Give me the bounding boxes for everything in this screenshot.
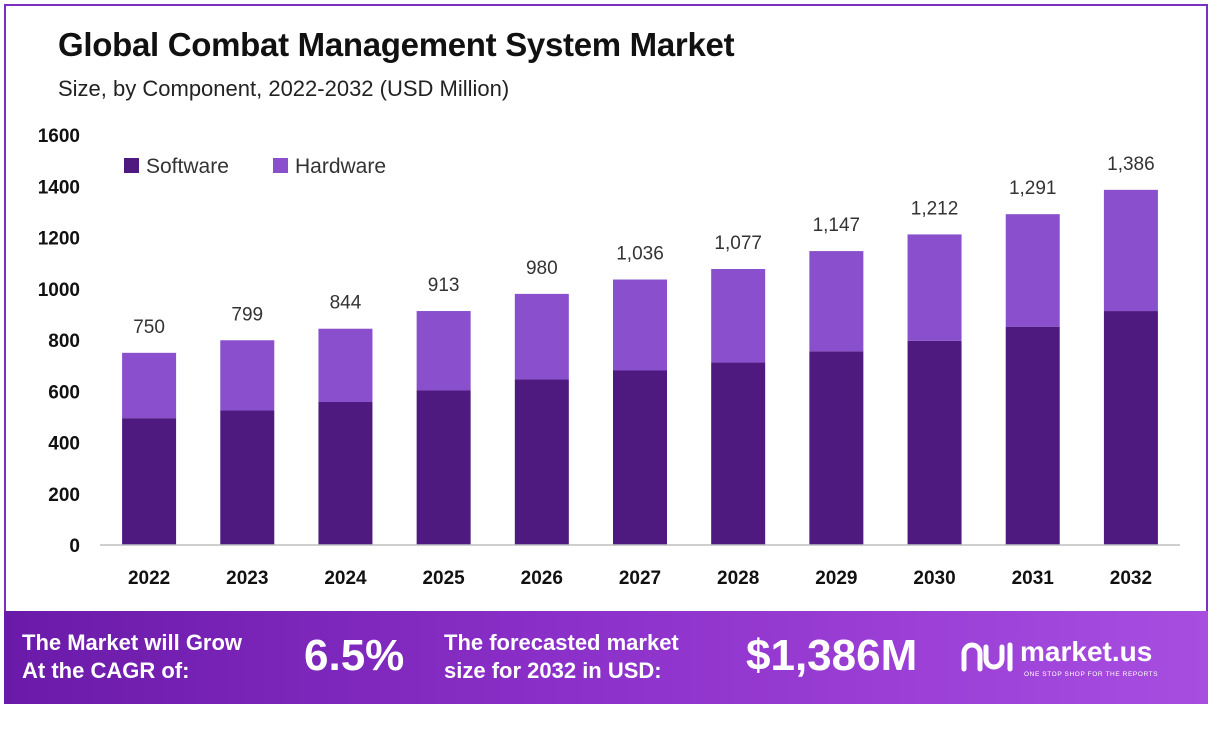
cagr-label-line2: At the CAGR of: xyxy=(22,658,190,683)
y-tick-label: 600 xyxy=(48,382,80,403)
logo-tagline: ONE STOP SHOP FOR THE REPORTS xyxy=(1024,671,1159,678)
total-label-2027: 1,036 xyxy=(616,244,664,265)
x-tick-label: 2029 xyxy=(815,568,857,589)
y-tick-label: 1200 xyxy=(38,229,80,250)
forecast-value: $1,386M xyxy=(746,631,918,680)
bar-software-2030 xyxy=(907,340,962,545)
x-tick-label: 2027 xyxy=(619,568,661,589)
bar-hardware-2031 xyxy=(1005,214,1060,327)
total-label-2026: 980 xyxy=(526,258,558,279)
cagr-label-line1: The Market will Grow xyxy=(22,630,243,655)
bar-hardware-2024 xyxy=(318,328,373,403)
y-tick-label: 200 xyxy=(48,485,80,506)
x-tick-label: 2028 xyxy=(717,568,759,589)
bar-software-2023 xyxy=(220,410,275,545)
bar-hardware-2029 xyxy=(809,251,864,352)
bar-software-2025 xyxy=(416,390,471,545)
y-tick-label: 1600 xyxy=(38,126,80,147)
x-tick-label: 2022 xyxy=(128,568,170,589)
cagr-value: 6.5% xyxy=(304,631,405,680)
total-label-2025: 913 xyxy=(428,275,460,296)
x-tick-label: 2023 xyxy=(226,568,268,589)
legend-swatch-software xyxy=(124,158,139,173)
x-tick-label: 2032 xyxy=(1110,568,1152,589)
total-label-2029: 1,147 xyxy=(813,215,861,236)
y-tick-label: 800 xyxy=(48,331,80,352)
cagr-label: The Market will Grow At the CAGR of: xyxy=(22,629,242,685)
bar-hardware-2022 xyxy=(122,352,177,419)
bar-hardware-2028 xyxy=(711,269,766,363)
forecast-label: The forecasted market size for 2032 in U… xyxy=(444,629,679,685)
bar-software-2027 xyxy=(613,370,667,545)
forecast-label-line2: size for 2032 in USD: xyxy=(444,658,662,683)
chart-subtitle: Size, by Component, 2022-2032 (USD Milli… xyxy=(58,76,510,101)
legend-label-software: Software xyxy=(146,155,229,178)
market-us-logo-icon xyxy=(961,642,1013,672)
x-tick-label: 2030 xyxy=(913,568,955,589)
y-tick-label: 1400 xyxy=(38,177,80,198)
total-label-2023: 799 xyxy=(231,304,263,325)
total-label-2031: 1,291 xyxy=(1009,178,1057,199)
total-label-2022: 750 xyxy=(133,317,165,338)
bar-software-2031 xyxy=(1005,326,1060,545)
x-tick-label: 2026 xyxy=(521,568,563,589)
y-tick-label: 0 xyxy=(69,536,80,557)
y-tick-label: 400 xyxy=(48,434,80,455)
bar-software-2032 xyxy=(1103,311,1158,545)
x-tick-label: 2024 xyxy=(324,568,367,589)
total-label-2030: 1,212 xyxy=(911,198,959,219)
bar-hardware-2030 xyxy=(907,234,962,341)
total-label-2032: 1,386 xyxy=(1107,154,1155,175)
total-label-2028: 1,077 xyxy=(714,233,762,254)
bar-software-2029 xyxy=(809,351,864,545)
bar-hardware-2025 xyxy=(416,311,471,391)
stacked-bar-chart: 0 200 400 600 800 1000 1200 1400 1600 750 2022 799 2… xyxy=(38,126,1180,589)
x-tick-label: 2031 xyxy=(1012,568,1055,589)
bar-hardware-2032 xyxy=(1103,189,1158,312)
bar-hardware-2027 xyxy=(613,279,667,371)
bar-software-2022 xyxy=(122,418,177,545)
chart-title: Global Combat Management System Market xyxy=(58,26,735,63)
bar-hardware-2026 xyxy=(514,293,569,380)
y-tick-label: 1000 xyxy=(38,280,80,301)
bar-software-2026 xyxy=(514,379,569,545)
logo-name: market.us xyxy=(1020,636,1153,667)
bar-software-2024 xyxy=(318,402,373,545)
bar-software-2028 xyxy=(711,362,766,545)
bar-hardware-2023 xyxy=(220,340,275,411)
summary-banner: The Market will Grow At the CAGR of: 6.5… xyxy=(4,611,1208,704)
legend-label-hardware: Hardware xyxy=(295,155,386,178)
x-tick-label: 2025 xyxy=(422,568,465,589)
legend-swatch-hardware xyxy=(273,158,288,173)
forecast-label-line1: The forecasted market xyxy=(444,630,679,655)
total-label-2024: 844 xyxy=(330,293,362,314)
